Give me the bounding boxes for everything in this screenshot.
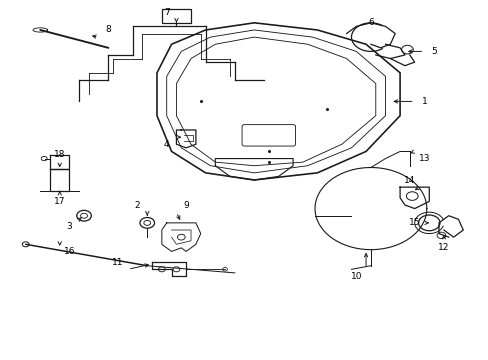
Text: 7: 7 — [163, 8, 169, 17]
Text: 13: 13 — [418, 154, 429, 163]
Text: 5: 5 — [430, 47, 436, 56]
Text: 14: 14 — [403, 176, 415, 185]
Text: 8: 8 — [105, 26, 111, 35]
Text: 2: 2 — [134, 201, 140, 210]
Text: 18: 18 — [54, 150, 65, 159]
Text: 3: 3 — [66, 222, 72, 231]
Text: 12: 12 — [437, 243, 448, 252]
Text: 15: 15 — [408, 219, 420, 228]
Text: 6: 6 — [367, 18, 373, 27]
Text: 10: 10 — [350, 272, 361, 281]
Text: 4: 4 — [163, 140, 169, 149]
Text: 9: 9 — [183, 201, 189, 210]
Text: 1: 1 — [421, 97, 427, 106]
Text: 17: 17 — [54, 197, 65, 206]
Text: 16: 16 — [63, 247, 75, 256]
Text: 11: 11 — [112, 258, 123, 267]
